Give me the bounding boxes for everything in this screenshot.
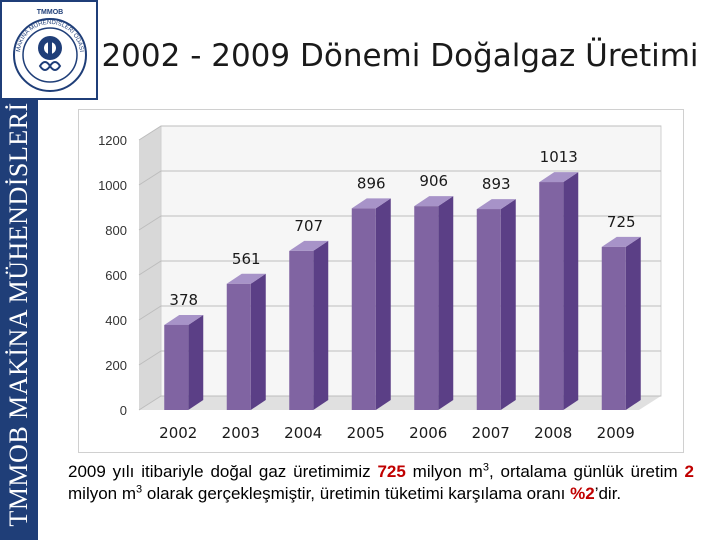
y-tick-label: 1000 xyxy=(98,178,127,193)
y-tick-label: 1200 xyxy=(98,133,127,148)
bar xyxy=(476,209,501,410)
bar-top xyxy=(164,314,204,325)
bar-side xyxy=(625,236,641,410)
bar-side xyxy=(313,240,329,410)
footer-text-part: milyon m xyxy=(68,484,137,503)
bar-top xyxy=(289,240,329,251)
bar-top xyxy=(476,199,516,210)
y-tick-label: 600 xyxy=(105,268,127,283)
footer-text-part: , ortalama günlük üretim xyxy=(488,462,685,481)
bar-top xyxy=(351,198,391,209)
bar xyxy=(539,182,564,410)
data-label: 1013 xyxy=(540,148,578,166)
production-bar-chart: 0 200 400 600 800 1000 1200 378 2002 561 2003 707 20… xyxy=(98,125,662,442)
bar xyxy=(289,250,314,410)
bar-side xyxy=(375,198,391,410)
bar-side xyxy=(500,199,516,410)
data-label: 893 xyxy=(482,175,511,193)
data-label: 561 xyxy=(232,250,261,268)
bar xyxy=(351,208,376,410)
bar-side xyxy=(563,172,579,410)
bar xyxy=(164,324,189,410)
superscript: 3 xyxy=(136,483,143,496)
bar-top xyxy=(226,273,266,284)
highlight-production: 725 xyxy=(377,462,406,481)
data-label: 378 xyxy=(169,291,198,309)
x-tick-label: 2009 xyxy=(597,424,635,442)
organization-logo: TMMOB MAKİNA MÜHENDİSLERİ ODASI xyxy=(0,0,98,100)
gridline xyxy=(138,125,661,141)
footer-text-part: milyon m xyxy=(405,462,483,481)
gear-emblem-icon xyxy=(38,36,62,71)
x-tick-label: 2002 xyxy=(159,424,197,442)
x-tick-label: 2003 xyxy=(222,424,260,442)
footer-text: 2009 yılı itibariyle doğal gaz üretimimi… xyxy=(68,461,694,505)
y-tick-label: 200 xyxy=(105,358,127,373)
chart-frame: 0 200 400 600 800 1000 1200 378 2002 561 2003 707 20… xyxy=(78,109,684,453)
bar-top xyxy=(539,172,579,183)
page-title: 2002 - 2009 Dönemi Doğalgaz Üretimi xyxy=(101,38,699,74)
bar-side xyxy=(438,196,454,410)
footer-text-part: ’dir. xyxy=(594,484,622,503)
bar xyxy=(414,206,439,410)
gridline xyxy=(138,170,661,186)
bar-top xyxy=(414,196,454,207)
footer-text-part: olarak gerçekleşmiştir, üretimin tüketim… xyxy=(142,484,571,503)
bar-top xyxy=(601,236,641,247)
bar-side xyxy=(250,273,266,410)
bar-side xyxy=(188,314,204,410)
highlight-daily: 2 xyxy=(684,462,694,481)
data-label: 896 xyxy=(357,174,386,192)
y-tick-label: 0 xyxy=(120,403,127,418)
highlight-ratio: %2 xyxy=(570,484,595,503)
footer-text-part: 2009 yılı itibariyle doğal gaz üretimimi… xyxy=(68,462,378,481)
data-label: 906 xyxy=(419,172,448,190)
x-tick-label: 2004 xyxy=(284,424,322,442)
x-tick-label: 2005 xyxy=(347,424,385,442)
floor xyxy=(139,396,661,410)
logo-top-text: TMMOB xyxy=(37,9,63,16)
y-tick-label: 800 xyxy=(105,223,127,238)
x-tick-label: 2008 xyxy=(534,424,572,442)
x-tick-label: 2007 xyxy=(472,424,510,442)
bar xyxy=(226,283,251,410)
superscript: 3 xyxy=(482,461,489,474)
bar xyxy=(601,246,626,410)
data-label: 725 xyxy=(607,213,636,231)
y-tick-label: 400 xyxy=(105,313,127,328)
x-tick-label: 2006 xyxy=(409,424,447,442)
data-label: 707 xyxy=(294,217,323,235)
